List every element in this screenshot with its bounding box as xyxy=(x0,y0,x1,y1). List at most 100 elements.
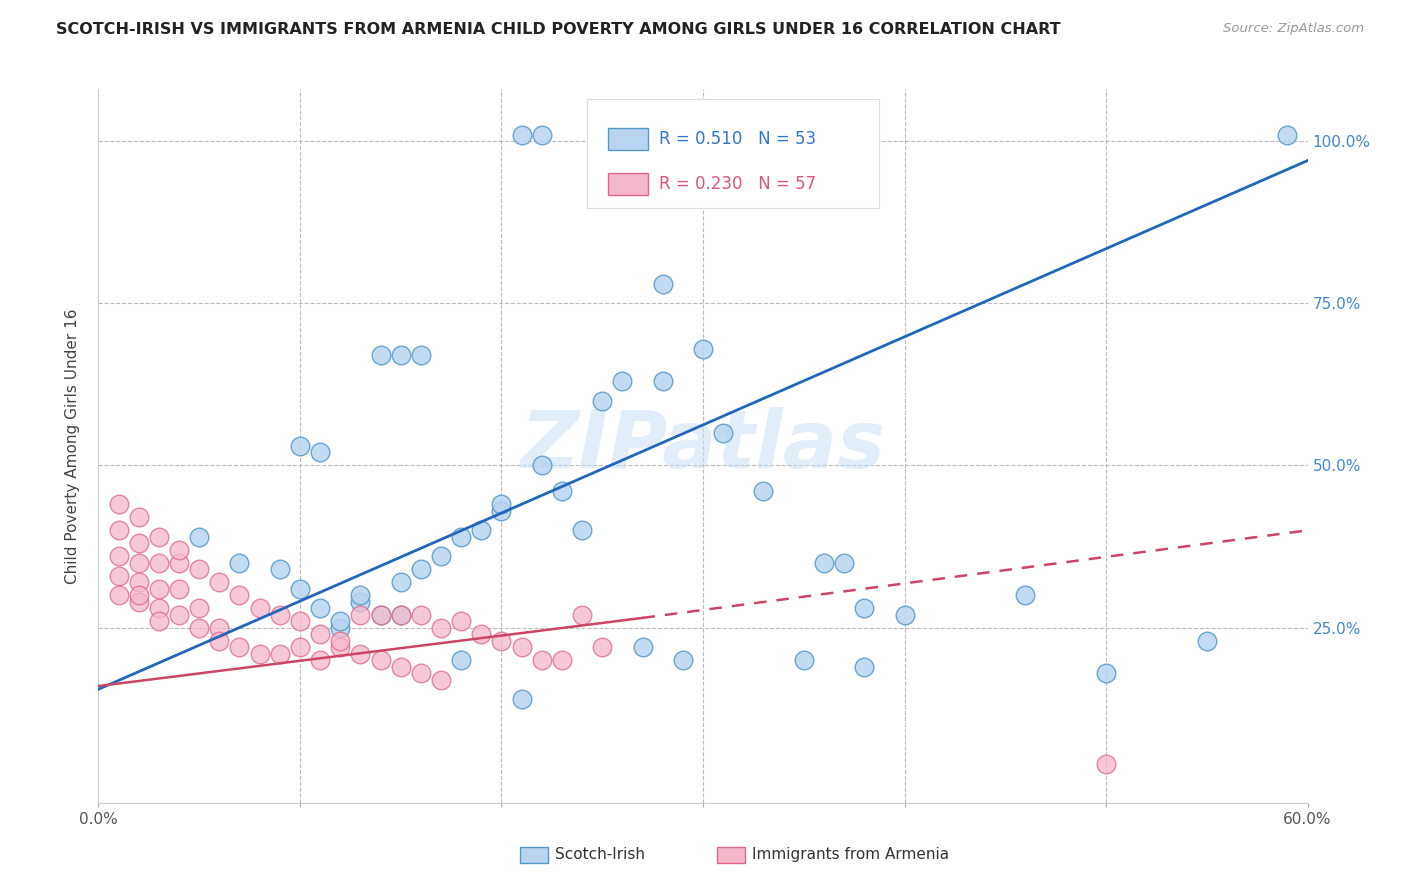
Point xyxy=(329,621,352,635)
Point xyxy=(228,588,250,602)
Point xyxy=(409,562,432,576)
Point xyxy=(370,607,392,622)
Point xyxy=(349,607,371,622)
Point xyxy=(832,556,855,570)
Point xyxy=(167,556,190,570)
Point xyxy=(148,556,170,570)
Point xyxy=(430,621,453,635)
Point xyxy=(128,575,150,590)
Point xyxy=(530,653,553,667)
Point xyxy=(269,562,291,576)
Point xyxy=(772,186,794,200)
Point xyxy=(349,588,371,602)
Point xyxy=(1195,633,1218,648)
Point xyxy=(591,393,613,408)
Point xyxy=(309,627,332,641)
Point xyxy=(389,348,412,362)
Point xyxy=(470,524,492,538)
Point xyxy=(329,640,352,654)
Point xyxy=(107,524,129,538)
Point xyxy=(450,530,472,544)
Point xyxy=(249,647,271,661)
Point xyxy=(612,374,634,388)
Point xyxy=(530,458,553,473)
Point xyxy=(491,504,513,518)
Point xyxy=(208,621,231,635)
Point xyxy=(288,582,311,596)
Point xyxy=(309,601,332,615)
Point xyxy=(389,607,412,622)
Y-axis label: Child Poverty Among Girls Under 16: Child Poverty Among Girls Under 16 xyxy=(65,309,80,583)
Point xyxy=(551,484,574,499)
Point xyxy=(571,607,593,622)
Point xyxy=(711,425,734,440)
Point xyxy=(752,484,775,499)
Point xyxy=(470,627,492,641)
Point xyxy=(370,653,392,667)
Point xyxy=(128,510,150,524)
Point xyxy=(107,568,129,582)
Point xyxy=(288,439,311,453)
Point xyxy=(309,653,332,667)
Point xyxy=(1095,756,1118,771)
Point xyxy=(269,647,291,661)
Point xyxy=(551,653,574,667)
Point xyxy=(349,647,371,661)
Point xyxy=(711,140,734,154)
Point xyxy=(148,530,170,544)
Point xyxy=(269,607,291,622)
Point xyxy=(430,549,453,564)
Point xyxy=(208,633,231,648)
Point xyxy=(208,575,231,590)
Point xyxy=(188,621,211,635)
Point xyxy=(148,601,170,615)
Text: Immigrants from Armenia: Immigrants from Armenia xyxy=(752,847,949,862)
Point xyxy=(167,582,190,596)
Point xyxy=(389,659,412,673)
Point xyxy=(148,614,170,628)
Point xyxy=(651,374,673,388)
Point xyxy=(128,556,150,570)
Point xyxy=(309,445,332,459)
Point xyxy=(167,607,190,622)
Point xyxy=(752,140,775,154)
Point xyxy=(188,562,211,576)
Point xyxy=(571,524,593,538)
Point xyxy=(631,640,654,654)
Point xyxy=(128,595,150,609)
Point xyxy=(329,614,352,628)
Point xyxy=(349,595,371,609)
Point xyxy=(107,497,129,511)
Point xyxy=(651,140,673,154)
Point xyxy=(409,607,432,622)
Point xyxy=(672,653,695,667)
Point xyxy=(128,536,150,550)
Point xyxy=(188,530,211,544)
Point xyxy=(1277,128,1299,142)
Point xyxy=(370,607,392,622)
Text: ZIPatlas: ZIPatlas xyxy=(520,407,886,485)
Point xyxy=(1014,588,1036,602)
Point xyxy=(510,692,533,706)
Text: SCOTCH-IRISH VS IMMIGRANTS FROM ARMENIA CHILD POVERTY AMONG GIRLS UNDER 16 CORRE: SCOTCH-IRISH VS IMMIGRANTS FROM ARMENIA … xyxy=(56,22,1062,37)
Point xyxy=(288,640,311,654)
Point xyxy=(491,497,513,511)
Point xyxy=(107,588,129,602)
Text: Source: ZipAtlas.com: Source: ZipAtlas.com xyxy=(1223,22,1364,36)
Point xyxy=(651,277,673,291)
Point xyxy=(148,582,170,596)
Point xyxy=(409,666,432,681)
Point xyxy=(288,614,311,628)
Point xyxy=(491,633,513,648)
Point xyxy=(370,348,392,362)
Point xyxy=(893,607,915,622)
Point xyxy=(409,348,432,362)
Point xyxy=(510,640,533,654)
Text: R = 0.230   N = 57: R = 0.230 N = 57 xyxy=(659,175,815,193)
Point xyxy=(389,607,412,622)
Point xyxy=(228,556,250,570)
Point xyxy=(430,673,453,687)
Point xyxy=(450,614,472,628)
Point xyxy=(591,640,613,654)
Point xyxy=(692,342,714,356)
